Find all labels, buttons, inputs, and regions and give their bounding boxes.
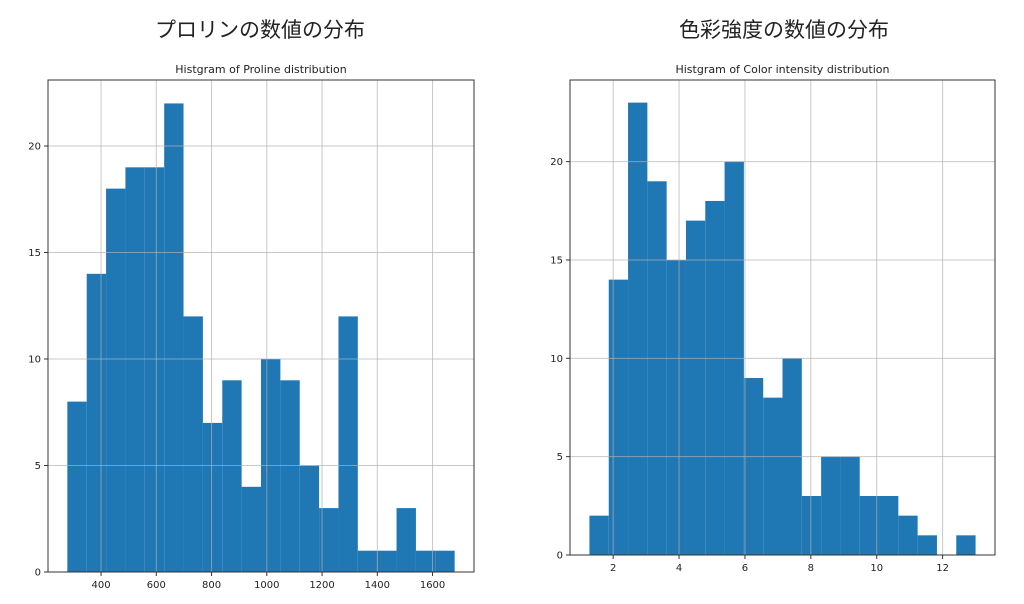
histogram-bar bbox=[898, 515, 918, 555]
x-tick-label: 4 bbox=[676, 563, 682, 574]
right-figure-title: 色彩強度の数値の分布 bbox=[679, 18, 889, 42]
histogram-bar bbox=[106, 188, 126, 572]
histogram-bar bbox=[956, 535, 976, 555]
histogram-bar bbox=[917, 535, 937, 555]
y-tick-label: 5 bbox=[557, 452, 563, 463]
histogram-bar bbox=[435, 550, 455, 572]
y-tick-label: 0 bbox=[557, 551, 563, 562]
histogram-bar bbox=[763, 397, 783, 555]
histogram-bar bbox=[647, 181, 667, 555]
histogram-bar bbox=[280, 380, 300, 572]
histogram-bar bbox=[338, 316, 358, 572]
histogram-bar bbox=[589, 515, 609, 555]
histogram-bar bbox=[666, 259, 686, 555]
plot-frame bbox=[569, 79, 996, 556]
histogram-bar bbox=[357, 550, 378, 572]
histogram-bar bbox=[743, 377, 764, 555]
histogram-bar bbox=[628, 102, 648, 555]
histogram-bar bbox=[377, 550, 397, 572]
histogram-bar bbox=[164, 103, 184, 572]
histogram-bar bbox=[202, 422, 223, 572]
histogram-bar bbox=[222, 380, 242, 572]
histogram-bar bbox=[879, 495, 899, 555]
histogram-bar bbox=[67, 401, 87, 572]
x-tick-label: 6 bbox=[742, 563, 748, 574]
histogram-bar bbox=[840, 456, 860, 555]
histogram-bar bbox=[125, 167, 145, 572]
histogram-bar bbox=[396, 508, 416, 572]
y-tick-label: 10 bbox=[550, 354, 563, 365]
x-tick-label: 8 bbox=[808, 563, 814, 574]
chart-color-intensity: 2 4 6 8 10 12 0 5 10 15 20 Histgram of Color intens… bbox=[550, 63, 996, 574]
x-tick-label: 10 bbox=[870, 563, 883, 574]
x-tick-label: 800 bbox=[202, 580, 221, 591]
y-tick-label: 10 bbox=[28, 355, 41, 366]
histogram-bar bbox=[821, 456, 841, 555]
histogram-bar bbox=[859, 495, 880, 555]
histogram-bar bbox=[144, 167, 165, 572]
chart-proline: 400 600 800 1000 1200 1400 1600 0 5 10 15 20 Histgra… bbox=[28, 63, 475, 591]
x-tick-label: 2 bbox=[610, 563, 616, 574]
histogram-bar bbox=[801, 495, 822, 555]
chart-title: Histgram of Color intensity distribution bbox=[675, 63, 889, 76]
x-tick-label: 1000 bbox=[254, 580, 279, 591]
y-tick-label: 15 bbox=[28, 248, 41, 259]
x-tick-label: 1600 bbox=[420, 580, 445, 591]
y-tick-label: 20 bbox=[28, 142, 41, 153]
histogram-bar bbox=[319, 508, 339, 572]
y-tick-label: 20 bbox=[550, 157, 563, 168]
left-figure-title: プロリンの数値の分布 bbox=[155, 18, 365, 42]
y-tick-label: 15 bbox=[550, 255, 563, 266]
y-tick-label: 5 bbox=[35, 461, 41, 472]
histogram-bar bbox=[685, 220, 706, 555]
histogram-bar bbox=[241, 486, 261, 572]
x-tick-label: 1200 bbox=[309, 580, 334, 591]
histogram-bar bbox=[183, 316, 203, 572]
histogram-bar bbox=[415, 550, 436, 572]
histogram-bar bbox=[608, 279, 629, 555]
x-tick-label: 600 bbox=[147, 580, 166, 591]
x-tick-label: 400 bbox=[91, 580, 110, 591]
histogram-bar bbox=[705, 200, 725, 555]
x-tick-label: 12 bbox=[936, 563, 949, 574]
histogram-bar bbox=[299, 465, 320, 572]
x-tick-label: 1400 bbox=[365, 580, 390, 591]
y-tick-label: 0 bbox=[35, 568, 41, 579]
plot-frame bbox=[47, 79, 475, 573]
chart-title: Histgram of Proline distribution bbox=[175, 63, 346, 76]
histogram-bar bbox=[86, 273, 107, 572]
